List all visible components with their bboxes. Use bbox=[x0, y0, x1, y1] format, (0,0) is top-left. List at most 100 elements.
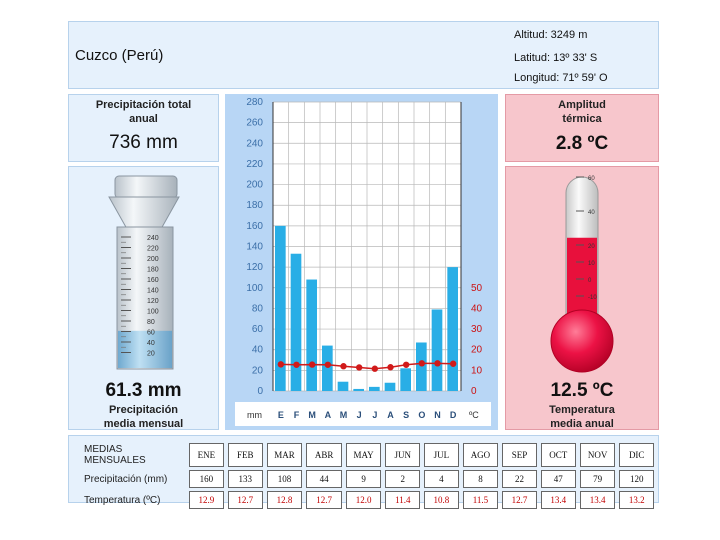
gauge-tick-label-2: 200 bbox=[147, 256, 159, 263]
precip-bar-10 bbox=[431, 309, 443, 391]
x-tick-7: A bbox=[387, 410, 394, 420]
table-row-months: MEDIAS MENSUALES ENE FEB MAR ABR MAY JUN JUL AG… bbox=[83, 443, 654, 467]
temp-row-label: Temperatura (ºC) bbox=[84, 494, 161, 506]
y-left-tick-6: 120 bbox=[246, 262, 263, 273]
temp-point-11 bbox=[449, 360, 457, 367]
thermo-tick-label-1: 40 bbox=[588, 210, 595, 216]
gauge-tick-label-7: 100 bbox=[147, 309, 159, 316]
precip-row-label: Precipitación (mm) bbox=[84, 473, 168, 485]
x-tick-9: O bbox=[418, 410, 425, 420]
precip-bar-9 bbox=[416, 342, 427, 391]
month-header-2: MAR bbox=[266, 443, 303, 467]
precip-cell-4: 9 bbox=[345, 470, 382, 488]
gauge-water-level bbox=[118, 330, 172, 368]
table-row-temp: Temperatura (ºC) 12.9 12.7 12.8 12.7 12.0 11.… bbox=[83, 491, 654, 509]
y-left-tick-13: 260 bbox=[246, 118, 263, 129]
chart-grid bbox=[272, 101, 462, 392]
temp-point-4 bbox=[340, 363, 347, 370]
gauge-tick-label-10: 40 bbox=[147, 340, 155, 347]
y-left-tick-11: 220 bbox=[246, 159, 263, 170]
thermo-tick-label-5: -10 bbox=[588, 295, 597, 301]
month-header-7: AGO bbox=[462, 443, 499, 467]
temp-cell-4: 12.0 bbox=[345, 491, 382, 509]
station-header: Cuzco (Perú) Altitud: 3249 m Latitud: 13… bbox=[68, 21, 659, 89]
y-right-tick-3: 30 bbox=[471, 324, 483, 335]
gauge-tick-label-0: 240 bbox=[147, 235, 159, 242]
climograph-chart: 020406080100120140160180200220240260280 … bbox=[235, 97, 491, 426]
gauge-tick-label-8: 80 bbox=[147, 319, 155, 326]
precip-bars bbox=[275, 225, 458, 391]
y-left-tick-14: 280 bbox=[246, 97, 263, 108]
gauge-tick-label-4: 160 bbox=[147, 277, 159, 284]
precip-bar-7 bbox=[384, 382, 396, 391]
monthly-table-panel: MEDIAS MENSUALES ENE FEB MAR ABR MAY JUN JUL AG… bbox=[68, 435, 659, 509]
thermometer-scale: 60 40 20 10 0 -10 bbox=[576, 176, 597, 301]
thermo-tick-label-3: 10 bbox=[588, 261, 595, 267]
precip-mean-panel: 240 220 200 180 160 140 120 100 80 60 40 20 61.3 mm… bbox=[68, 166, 219, 430]
x-tick-2: M bbox=[308, 410, 316, 420]
table-row-precip: Precipitación (mm) 160 133 108 44 9 2 4 8 22 47 79… bbox=[83, 470, 654, 488]
x-tick-0: E bbox=[278, 410, 284, 420]
y-left-tick-0: 0 bbox=[257, 386, 263, 397]
amplitude-value: 2.8 ºC bbox=[555, 133, 609, 154]
y-left-tick-10: 200 bbox=[246, 180, 263, 191]
gauge-tick-label-11: 20 bbox=[147, 351, 155, 358]
y-left-tick-8: 160 bbox=[246, 221, 263, 232]
precip-bar-1 bbox=[290, 253, 302, 391]
temp-cell-6: 10.8 bbox=[424, 491, 459, 509]
precip-mean-label-2: media mensual bbox=[103, 418, 184, 430]
thermometer-bulb bbox=[550, 309, 614, 373]
temp-cell-8: 12.7 bbox=[502, 491, 537, 509]
precip-cell-5: 2 bbox=[385, 470, 421, 488]
temp-cell-9: 13.4 bbox=[540, 491, 576, 509]
y-right-tick-2: 20 bbox=[471, 345, 483, 356]
y-left-tick-2: 40 bbox=[252, 345, 264, 356]
y-left-tick-12: 240 bbox=[246, 138, 263, 149]
month-header-11: DIC bbox=[619, 443, 654, 467]
precip-total-value: 736 mm bbox=[109, 132, 178, 153]
temp-point-0 bbox=[277, 361, 285, 368]
rain-gauge-icon: 240 220 200 180 160 140 120 100 80 60 40 20 bbox=[108, 175, 180, 370]
gauge-funnel bbox=[108, 196, 180, 230]
temp-point-5 bbox=[355, 364, 363, 371]
precip-bar-8 bbox=[400, 368, 411, 391]
temp-line bbox=[277, 360, 457, 372]
month-header-5: JUN bbox=[385, 443, 421, 467]
x-tick-5: J bbox=[357, 410, 362, 420]
y-left-tick-9: 180 bbox=[246, 200, 263, 211]
gauge-tick-label-5: 140 bbox=[147, 288, 159, 295]
precip-cell-6: 4 bbox=[424, 470, 459, 488]
temp-point-10 bbox=[434, 360, 441, 367]
precip-total-title-1: Precipitación total bbox=[95, 99, 192, 111]
x-tick-3: A bbox=[325, 410, 332, 420]
temp-cell-7: 11.5 bbox=[462, 491, 499, 509]
temp-point-6 bbox=[371, 365, 379, 372]
station-longitude: Longitud: 71º 59' O bbox=[514, 72, 608, 84]
temp-mean-value: 12.5 ºC bbox=[550, 380, 614, 401]
precip-mean-label-1: Precipitación bbox=[108, 404, 179, 416]
month-header-9: OCT bbox=[540, 443, 576, 467]
month-header-10: NOV bbox=[579, 443, 616, 467]
climograph-panel: 0 20 40 60 80 100 120 140 160 180 200 220 240 260 280 … bbox=[225, 94, 498, 430]
thermo-tick-label-4: 0 bbox=[588, 278, 592, 284]
gauge-scale: 240 220 200 180 160 140 120 100 80 60 40 20 bbox=[121, 235, 159, 358]
precip-cell-8: 22 bbox=[502, 470, 537, 488]
temp-point-3 bbox=[324, 361, 332, 368]
y-right-tick-0: 0 bbox=[471, 386, 477, 397]
temp-cell-3: 12.7 bbox=[306, 491, 342, 509]
temp-mean-label-1: Temperatura bbox=[549, 404, 615, 416]
y-right-tick-5: 50 bbox=[471, 283, 483, 294]
y-left-tick-5: 100 bbox=[246, 283, 263, 294]
x-tick-6: J bbox=[372, 410, 377, 420]
temp-point-8 bbox=[402, 361, 410, 368]
precip-bar-0 bbox=[275, 225, 286, 391]
y-left-axis-label: mm bbox=[247, 410, 262, 420]
gauge-tick-label-1: 220 bbox=[147, 246, 159, 253]
thermo-tick-label-0: 60 bbox=[588, 176, 595, 182]
precip-total-title-2: anual bbox=[129, 113, 158, 125]
temp-point-7 bbox=[387, 364, 394, 371]
month-header-0: ENE bbox=[188, 443, 224, 467]
y-right-tick-1: 10 bbox=[471, 365, 483, 376]
temp-cell-11: 13.2 bbox=[619, 491, 654, 509]
gauge-cap bbox=[114, 175, 178, 199]
